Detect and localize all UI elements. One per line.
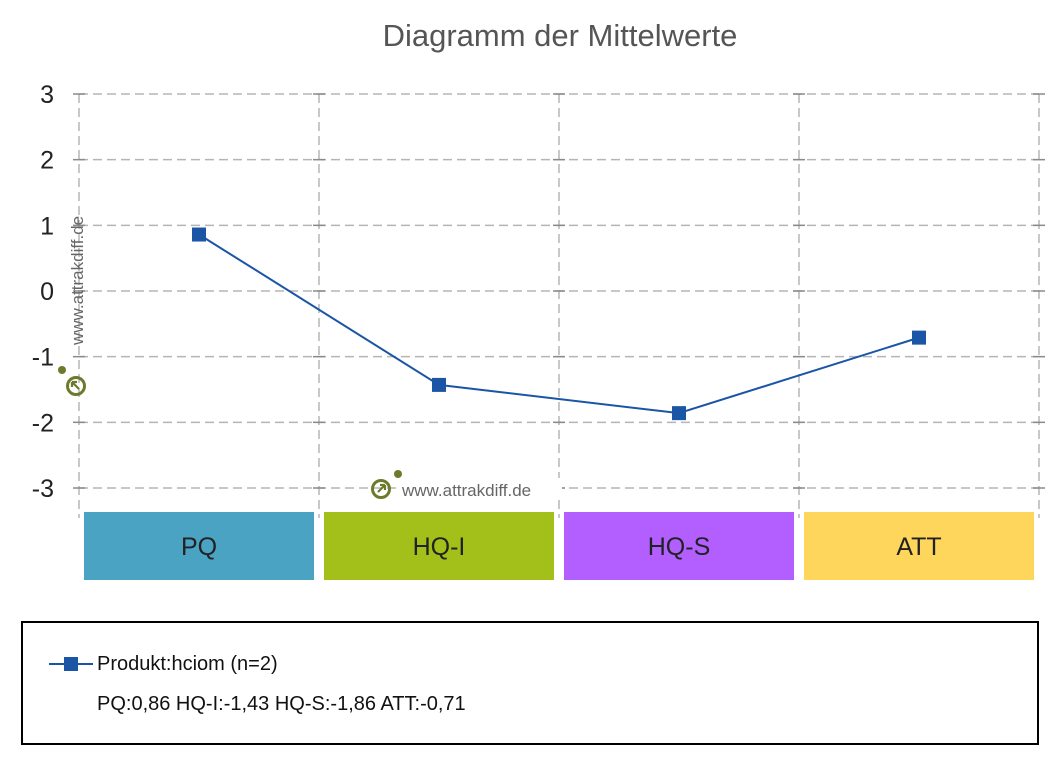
watermark-horizontal: www.attrakdiff.de	[371, 470, 562, 500]
data-point-marker	[672, 406, 686, 421]
y-tick-label: 0	[40, 278, 54, 306]
data-point-marker	[192, 227, 206, 242]
category-label: HQ-I	[413, 533, 466, 561]
watermark-dot-icon	[394, 470, 402, 478]
category-label: ATT	[896, 533, 941, 561]
series-line	[198, 233, 920, 415]
y-tick-label: 2	[40, 147, 54, 175]
chart-area: 3 2 1 0 -1 -2 -3 PQ HQ-I HQ-S ATT www.attrakdiff.…	[32, 81, 1045, 580]
grid	[73, 93, 1045, 518]
category-box	[84, 512, 314, 580]
watermark-vertical: www.attrakdiff.de	[58, 216, 87, 396]
y-tick-label: -2	[32, 409, 54, 437]
watermark-arrow-icon	[66, 376, 86, 396]
data-point-marker	[432, 377, 446, 392]
legend-series-label: Produkt:hciom (n=2)	[97, 653, 278, 675]
category-box	[324, 512, 554, 580]
category-box	[564, 512, 794, 580]
category-label: PQ	[181, 533, 217, 561]
watermark-text-horizontal: www.attrakdiff.de	[401, 481, 531, 500]
data-point-marker	[912, 330, 926, 345]
category-label: HQ-S	[648, 533, 711, 561]
category-box	[804, 512, 1034, 580]
legend-summary-values: PQ:0,86 HQ-I:-1,43 HQ-S:-1,86 ATT:-0,71	[97, 693, 466, 715]
legend-series-marker-icon	[49, 657, 93, 671]
watermark-arrow-icon	[371, 479, 391, 499]
y-tick-label: 1	[40, 212, 54, 240]
y-tick-label: 3	[40, 81, 54, 109]
y-axis-ticks: 3 2 1 0 -1 -2 -3	[32, 81, 54, 503]
watermark-dot-icon	[58, 366, 66, 374]
chart-title: Diagramm der Mittelwerte	[382, 18, 738, 53]
series-layer	[192, 227, 926, 421]
y-tick-label: -3	[32, 475, 54, 503]
category-boxes: PQ HQ-I HQ-S ATT	[84, 512, 1034, 580]
y-tick-label: -1	[32, 344, 54, 372]
legend: Produkt:hciom (n=2) PQ:0,86 HQ-I:-1,43 H…	[21, 621, 1039, 745]
watermark-text-vertical: www.attrakdiff.de	[68, 216, 87, 346]
